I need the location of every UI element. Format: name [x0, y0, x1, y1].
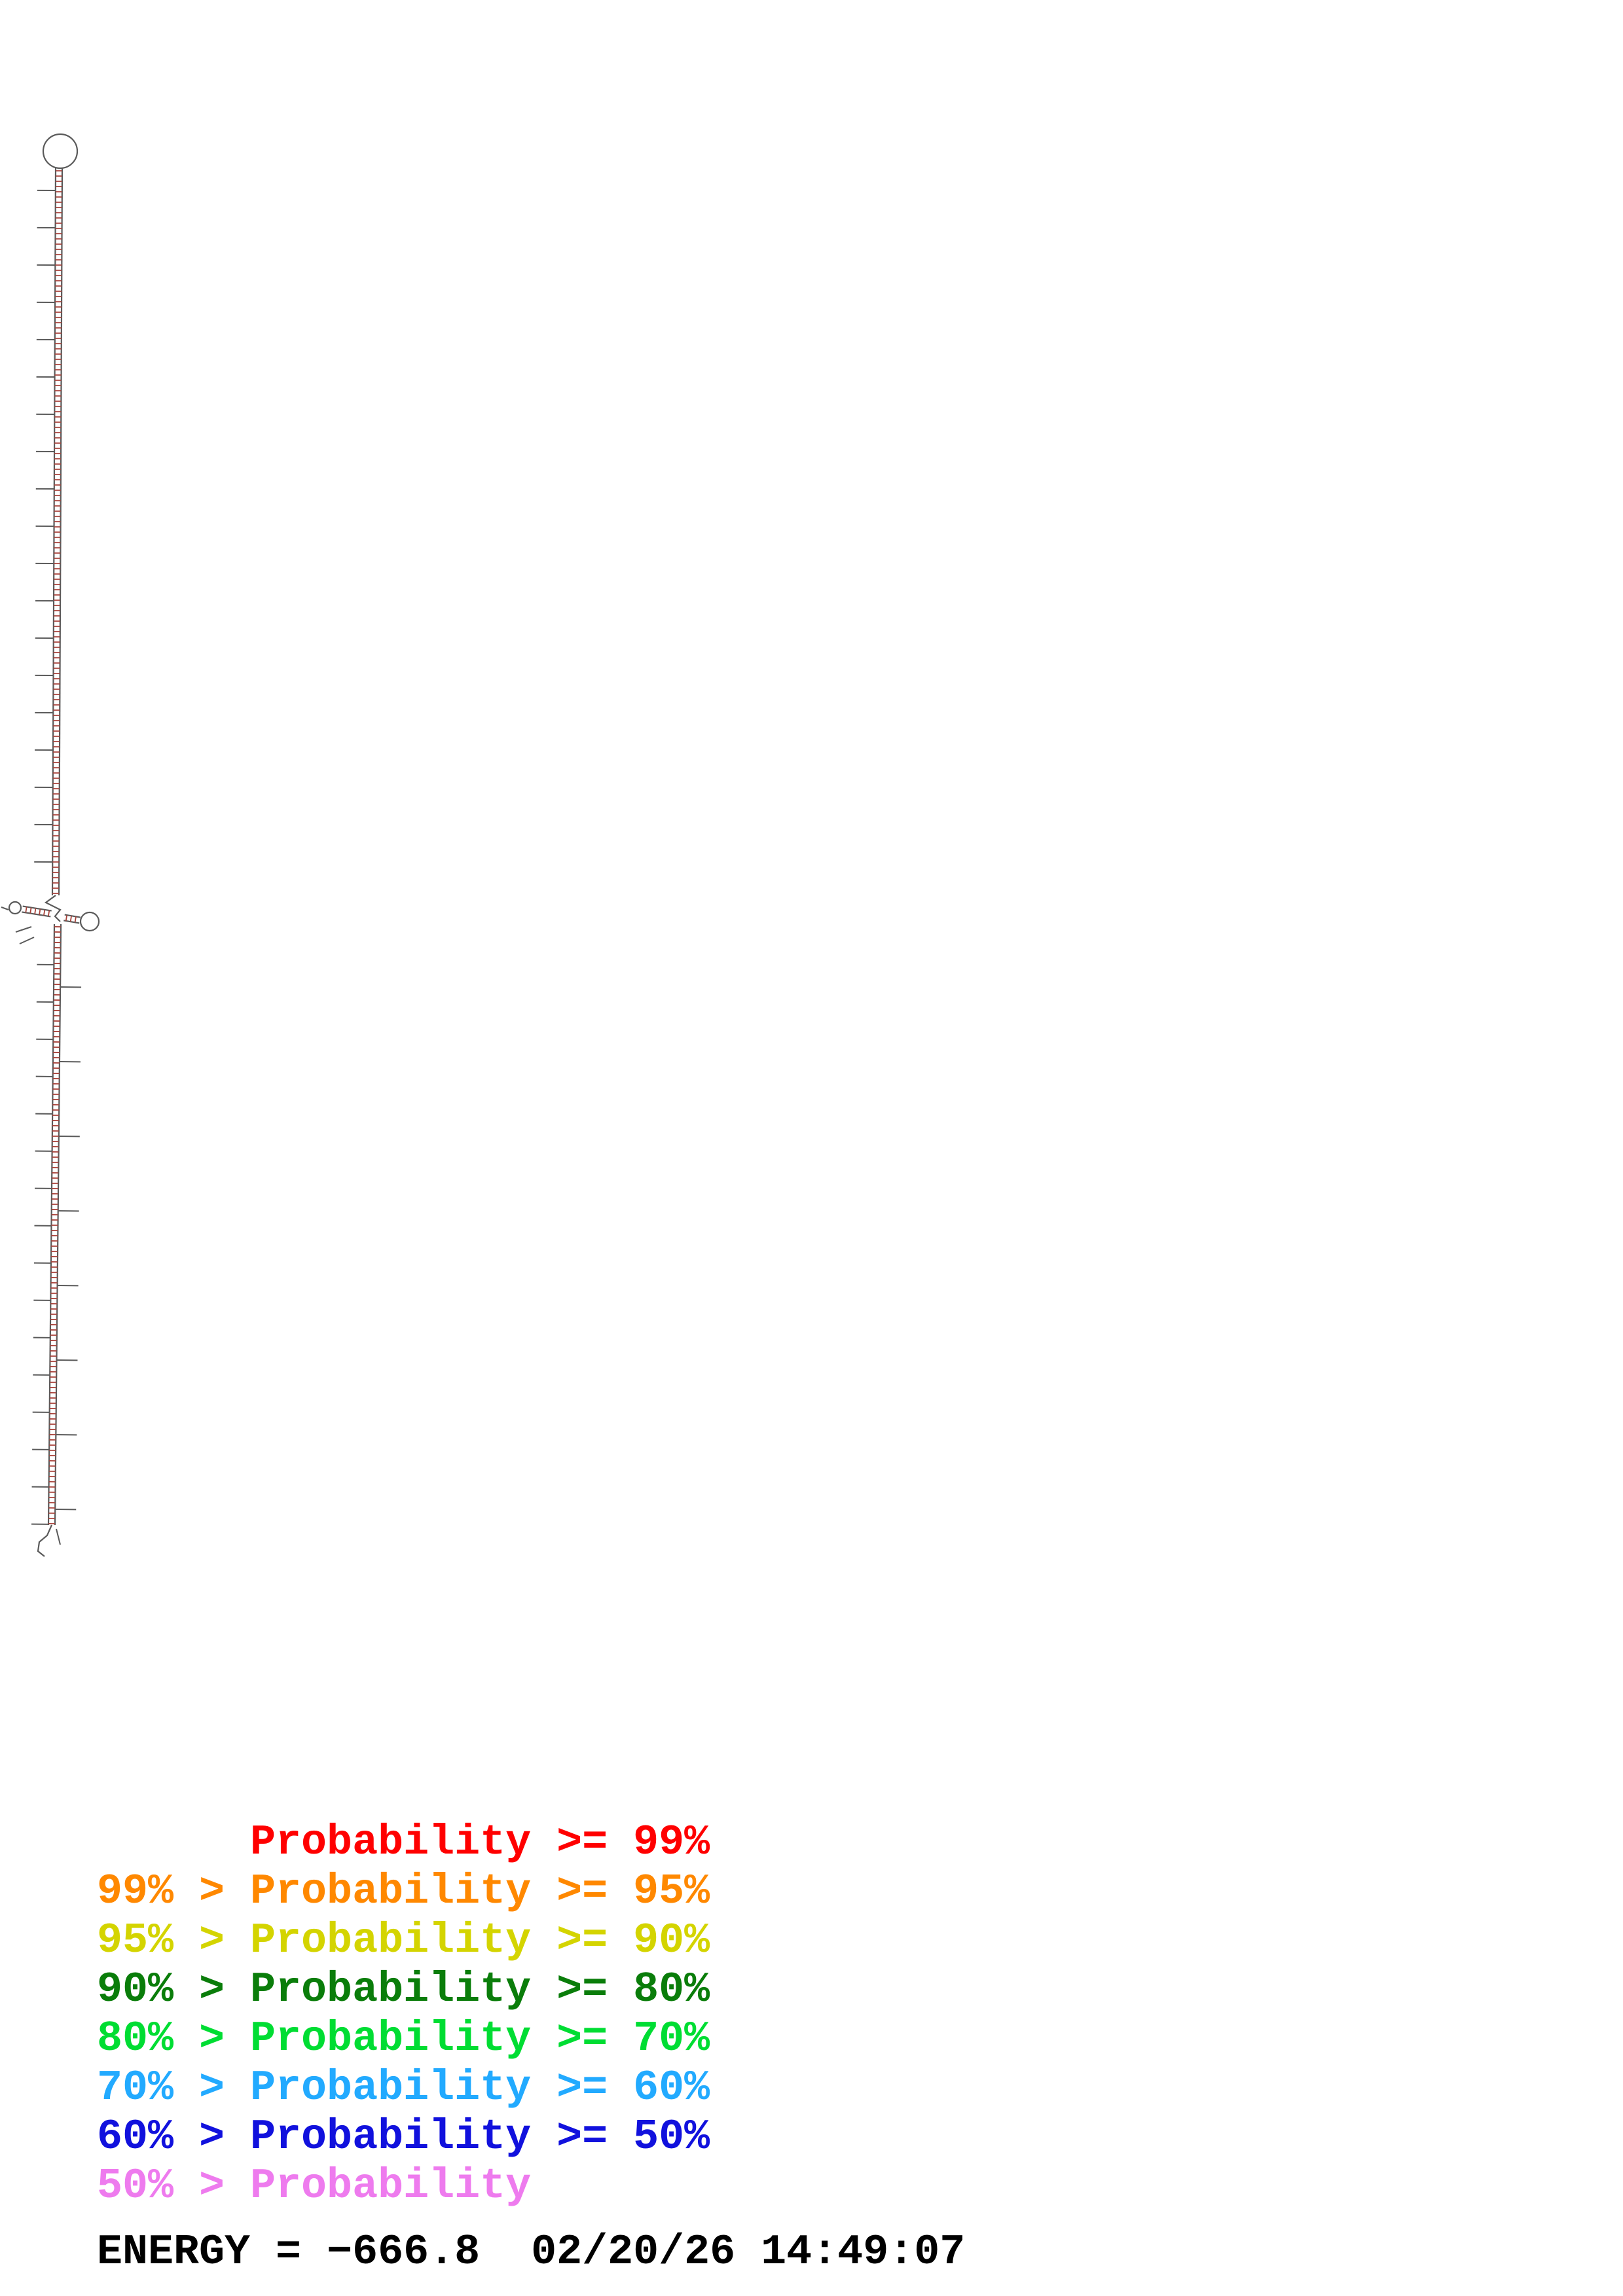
legend-item-p99: Probability >= 99%	[97, 1818, 710, 1867]
legend-item-p80: 90% > Probability >= 80%	[97, 1965, 710, 2014]
legend-item-p95: 99% > Probability >= 95%	[97, 1867, 710, 1916]
legend-item-p90: 95% > Probability >= 90%	[97, 1916, 710, 1965]
probability-legend: Probability >= 99% 99% > Probability >= …	[97, 1818, 965, 2277]
legend-item-p60: 70% > Probability >= 60%	[97, 2064, 710, 2112]
legend-item-p50: 60% > Probability >= 50%	[97, 2113, 710, 2161]
legend-item-below50: 50% > Probability	[97, 2162, 532, 2210]
energy-label: ENERGY = −666.8 02/20/26 14:49:07	[97, 2228, 966, 2276]
legend-item-p70: 80% > Probability >= 70%	[97, 2015, 710, 2063]
